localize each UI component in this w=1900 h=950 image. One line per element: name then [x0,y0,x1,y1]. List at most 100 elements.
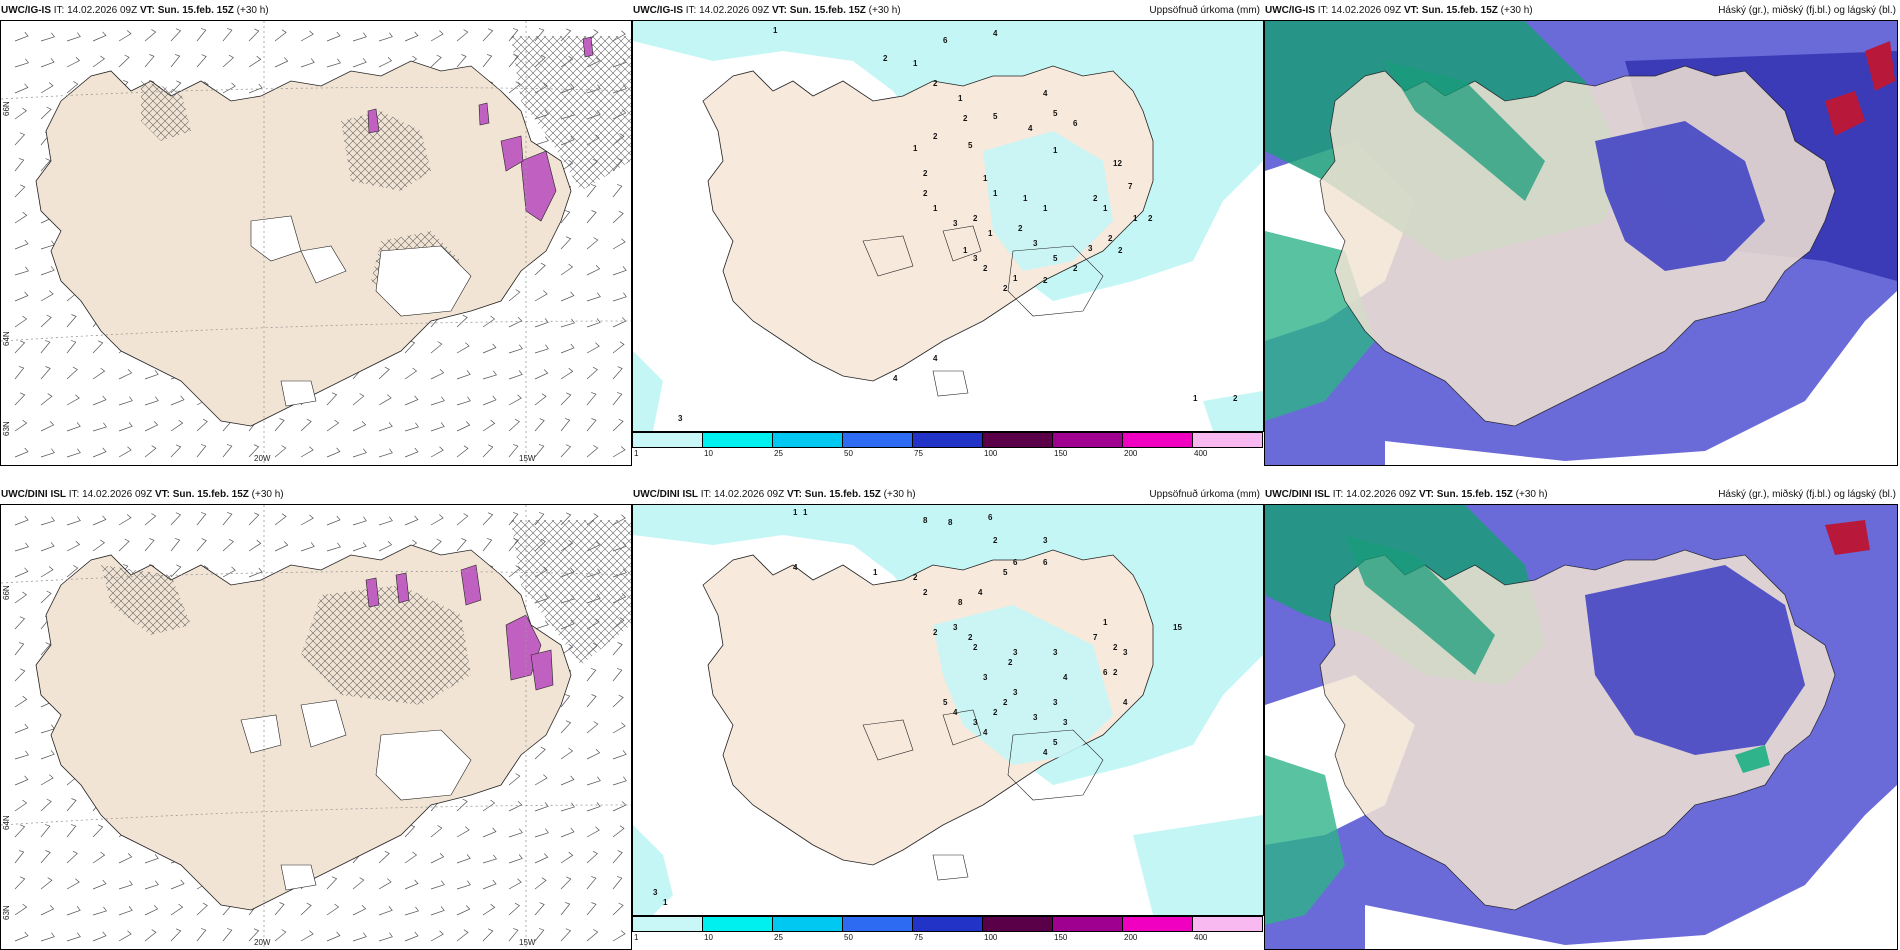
wind-barb [352,905,367,916]
wind-barb [14,591,28,604]
cloud-map[interactable] [1264,20,1898,466]
precip-map[interactable]: 1 6 4 2 1 2 1 2 2 5 4 5 4 5 1 2 1 1 1 12 6 7 2 2 1 1 2 2 3 2 5 2 1 2 3 2 1 2 3… [632,20,1264,432]
precip-value: 2 [933,628,938,637]
precip-value: 2 [1118,246,1123,255]
hatch-area-east [511,520,631,665]
wind-map-svg: 66N 64N 63N 20W 15W [1,21,631,465]
wind-barb [326,542,341,552]
lat-label-63n: 63N [2,905,11,920]
wind-map[interactable]: 66N 64N 63N 20W 15W [0,504,632,950]
wind-barb [430,930,444,942]
wind-barb [170,419,184,432]
wind-barb [170,928,182,942]
precip-value: 1 [933,204,938,213]
wind-barb [534,369,549,380]
wind-barb [144,880,159,890]
wind-barb [40,774,54,786]
wind-barb [586,392,597,406]
wind-barb [534,136,549,146]
precip-value: 2 [968,633,973,642]
wind-barb [482,315,496,328]
wind-barb [118,30,132,42]
valid-time: VT: Sun. 15.feb. 15Z [1403,5,1498,16]
wind-barb [144,396,159,406]
precip-value: 4 [993,29,998,38]
wind-barb [196,928,207,942]
precip-value: 3 [1033,713,1038,722]
wind-barb [508,418,521,432]
precip-value: 2 [1018,224,1023,233]
colorbar-label: 10 [704,933,713,942]
wind-barb [586,850,599,864]
valid-time: VT: Sun. 15.feb. 15Z [154,489,249,500]
lat-label-63n: 63N [2,421,11,436]
precip-value: 1 [988,229,993,238]
glacier-outline [862,719,914,761]
wind-barb [430,538,442,552]
wind-barb [40,824,51,838]
wind-barb [430,30,444,42]
wind-barb [586,418,597,432]
wind-barb [40,393,53,406]
glacier-outline [932,854,969,881]
precip-value: 2 [973,214,978,223]
wind-barb [92,931,107,942]
wind-barb [40,542,55,552]
precip-value: 1 [803,508,808,517]
wind-barb [118,396,133,406]
wind-barb [40,366,51,380]
precip-value: 3 [1123,648,1128,657]
wind-barb [326,903,340,916]
wind-barb [40,266,55,276]
wind-barb [352,516,367,526]
wind-barb [612,446,626,458]
precip-value: 4 [1123,698,1128,707]
wind-barb [196,902,208,916]
wind-barb [248,539,262,552]
wind-barb [378,850,390,864]
wind-barb [560,720,572,734]
wind-barb [14,107,28,120]
precip-value: 1 [958,94,963,103]
precip-value: 2 [1113,668,1118,677]
wind-barb [586,776,601,786]
panel-title: UWC/DINI ISL IT: 14.02.2026 09Z VT: Sun.… [1,484,284,506]
valid-time: VT: Sun. 15.feb. 15Z [1418,489,1513,500]
precip-value: 7 [1128,182,1133,191]
precip-value: 6 [1043,558,1048,567]
wind-barb [274,29,287,42]
wind-barb [430,422,445,432]
precip-value: 1 [663,898,668,907]
wind-barb [14,515,29,526]
wind-barb [92,55,106,68]
wind-barb [534,877,547,890]
wind-barb [560,851,574,864]
colorbar-segment [702,432,773,448]
wind-barb [248,444,260,458]
wind-barb [534,344,549,354]
wind-barb [40,58,55,68]
wind-barb [170,395,185,406]
model-name: UWC/IG-IS [1,5,51,16]
wind-barb [482,444,494,458]
wind-map[interactable]: 66N 64N 63N 20W 15W [0,20,632,466]
wind-barb [40,932,55,942]
precip-map[interactable]: 1 1 8 8 6 2 3 4 1 2 2 8 4 6 5 6 2 3 2 2 15 3 3 2 3 7 1 2 3 6 2 4 4 3 3 3 2 2 3… [632,504,1264,916]
precip-value: 2 [1113,643,1118,652]
wind-barb [196,418,208,432]
colorbar-segment [1192,916,1263,932]
wind-barb [352,932,367,942]
wind-barb [92,422,107,432]
precip-value: 6 [988,513,993,522]
wind-barb [430,446,444,458]
precip-value: 3 [1033,239,1038,248]
init-time: IT: 14.02.2026 09Z [68,489,153,500]
wind-barb [14,31,29,42]
wind-barb [534,262,546,276]
cloud-map[interactable] [1264,504,1898,950]
wind-barb [508,928,519,942]
colorbar-label: 1 [634,933,639,942]
cloud-high-sw [1265,755,1345,925]
colorbar-segment [1052,432,1123,448]
precip-area-sw [633,825,673,915]
